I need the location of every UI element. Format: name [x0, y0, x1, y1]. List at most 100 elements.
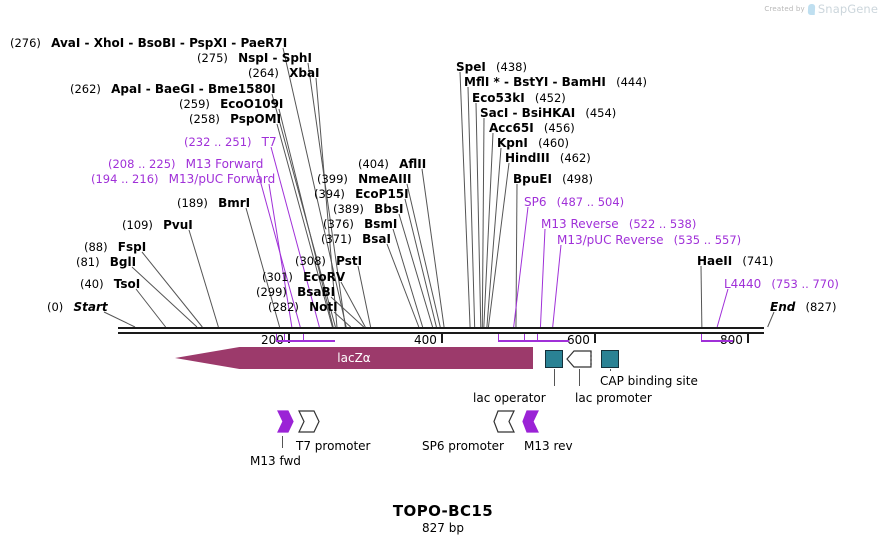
bsai-row-name-0: BsaI [362, 232, 391, 246]
ecop15i-row: (394) EcoP15I [314, 185, 409, 201]
ecorv-row: (301) EcoRV [262, 268, 345, 284]
mfli-row-position: (444) [616, 75, 648, 89]
lacz-feature[interactable] [175, 347, 533, 369]
end-lbl-name-0: End [770, 300, 796, 314]
name-separator: - [80, 36, 94, 50]
bmri-row-name-0: BmrI [218, 196, 251, 210]
ecorv-row-name-0: EcoRV [303, 270, 346, 284]
primer-bracket-tick-t7-primer [303, 334, 305, 341]
m13puc-reverse-name: M13/pUC Reverse [557, 233, 664, 247]
m13-rev-glyph[interactable] [522, 410, 539, 433]
pvui-row-position: (109) [122, 218, 153, 232]
m13-fwd-glyph[interactable] [277, 410, 294, 433]
ecoo109i-row: (259) EcoO109I [179, 95, 283, 111]
nmeaiii-row: (399) NmeAIII [317, 170, 411, 186]
m13-reverse: M13 Reverse (522 .. 538) [541, 215, 696, 231]
lac-operator-caption: lac operator [473, 391, 546, 405]
fspi-row-name-0: FspI [117, 240, 147, 254]
avai-row-name-4: PaeR7I [240, 36, 288, 50]
primer-bracket-tick-l4440-primer [701, 334, 703, 341]
t7-promoter-glyph[interactable] [298, 410, 320, 433]
m13-forward: (208 .. 225) M13 Forward [108, 155, 263, 171]
page-title: TOPO-BC15 [392, 502, 494, 520]
m13puc-forward: (194 .. 216) M13/pUC Forward [91, 170, 275, 186]
m13-rev-glyph-label: M13 rev [524, 439, 573, 453]
aflii-row-position: (404) [358, 157, 389, 171]
bgli-row: (81) BglI [76, 253, 136, 269]
spei-row-position: (438) [496, 60, 527, 74]
avai-row-name-0: AvaI [51, 36, 81, 50]
primer-bracket-m13puc-reverse [536, 340, 569, 342]
backbone-line-top [118, 327, 764, 329]
acc65i-row-name-0: Acc65I [489, 121, 534, 135]
lacz-feature-label: lacZα [337, 351, 371, 365]
sp6-primer: SP6 (487 .. 504) [524, 193, 624, 209]
primer-bracket-l4440-primer [701, 340, 734, 342]
start-lbl: (0) Start [47, 298, 108, 314]
avai-row: (276) AvaI - XhoI - BsoBI - PspXI - PaeR… [10, 34, 287, 50]
ecoo109i-row-name-0: EcoO109I [220, 97, 284, 111]
m13-fwd-leader [282, 436, 283, 448]
name-separator: - [268, 51, 282, 65]
name-separator: - [548, 75, 562, 89]
sp6-promoter-glyph[interactable] [493, 410, 515, 433]
ruler-tick-200 [288, 334, 290, 343]
l4440-primer-name: L4440 [724, 277, 762, 291]
bsai-row-position: (371) [321, 232, 352, 246]
watermark-created-text: Created by [764, 5, 805, 13]
acc65i-row-position: (456) [543, 121, 575, 135]
m13puc-forward-range: (194 .. 216) [91, 172, 159, 186]
primer-bracket-tick-m13puc-reverse [536, 334, 538, 341]
backbone-line-bottom [118, 332, 764, 334]
acc65i-row: Acc65I (456) [489, 119, 575, 135]
pvui-row: (109) PvuI [122, 216, 193, 232]
kpni-row: KpnI (460) [497, 134, 569, 150]
mfli-row: MflI * - BstYI - BamHI (444) [464, 73, 647, 89]
spei-row: SpeI (438) [456, 58, 527, 74]
start-lbl-position: (0) [47, 300, 64, 314]
bsabi-row-position: (299) [256, 285, 287, 299]
m13-reverse-name: M13 Reverse [541, 217, 619, 231]
primer-bracket-tick-m13puc-forward [275, 334, 277, 341]
nmeaiii-row-name-0: NmeAIII [358, 172, 412, 186]
sp6-primer-range: (487 .. 504) [556, 195, 625, 209]
lac-operator-feature[interactable] [545, 350, 563, 368]
haeii-row-name-0: HaeII [697, 254, 733, 268]
bpuei-row: BpuEI (498) [513, 170, 593, 186]
m13-forward-name: M13 Forward [185, 157, 264, 171]
psti-row-position: (308) [295, 254, 326, 268]
ruler-tick-600 [594, 334, 596, 343]
aflii-row-name-0: AflII [399, 157, 427, 171]
apai-row-name-1: BaeGI [154, 82, 195, 96]
primer-bracket-sp6-primer [497, 340, 530, 342]
apai-row-position: (262) [70, 82, 101, 96]
m13puc-reverse: M13/pUC Reverse (535 .. 557) [557, 231, 741, 247]
saci-row: SacI - BsiHKAI (454) [480, 104, 616, 120]
sp6-primer-name: SP6 [524, 195, 547, 209]
avai-row-position: (276) [10, 36, 41, 50]
pspomi-row-name-0: PspOMI [230, 112, 282, 126]
kpni-row-name-0: KpnI [497, 136, 528, 150]
eco53ki-row-name-0: Eco53kI [472, 91, 525, 105]
cap-binding-feature[interactable] [601, 350, 619, 368]
saci-row-name-0: SacI [480, 106, 509, 120]
primer-bracket-t7-primer [303, 340, 336, 342]
bpuei-row-name-0: BpuEI [513, 172, 552, 186]
t7-primer: (232 .. 251) T7 [184, 133, 277, 149]
lac-promoter-feature[interactable] [566, 350, 592, 368]
bsmi-row-name-0: BsmI [364, 217, 398, 231]
hindiii-row-name-0: HindIII [505, 151, 550, 165]
start-lbl-name-0: Start [73, 300, 108, 314]
noti-row-name-0: NotI [309, 300, 338, 314]
tsoi-row-name-0: TsoI [113, 277, 141, 291]
name-separator: - [141, 82, 155, 96]
t7-primer-range: (232 .. 251) [184, 135, 252, 149]
apai-row: (262) ApaI - BaeGI - Bme1580I [70, 80, 276, 96]
primer-bracket-tick-sp6-primer [497, 334, 499, 341]
psti-row: (308) PstI [295, 252, 362, 268]
fspi-row: (88) FspI [84, 238, 146, 254]
bgli-row-name-0: BglI [109, 255, 137, 269]
ecorv-row-position: (301) [262, 270, 293, 284]
ruler-label-200: 200 [261, 333, 284, 347]
